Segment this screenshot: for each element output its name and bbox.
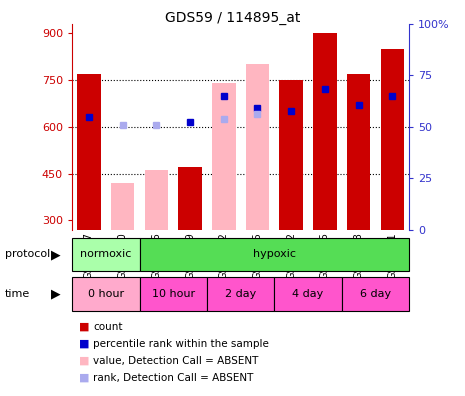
Bar: [77, 74, 101, 230]
Text: percentile rank within the sample: percentile rank within the sample: [93, 339, 269, 349]
Bar: [140, 277, 207, 311]
Bar: [274, 277, 342, 311]
Text: value, Detection Call = ABSENT: value, Detection Call = ABSENT: [93, 356, 259, 366]
Bar: [178, 167, 202, 230]
Bar: [279, 80, 303, 230]
Text: hypoxic: hypoxic: [253, 249, 296, 259]
Text: GDS59 / 114895_at: GDS59 / 114895_at: [165, 11, 300, 25]
Text: rank, Detection Call = ABSENT: rank, Detection Call = ABSENT: [93, 373, 253, 383]
Text: ▶: ▶: [51, 248, 60, 261]
Bar: [140, 238, 409, 271]
Text: protocol: protocol: [5, 249, 50, 259]
Text: normoxic: normoxic: [80, 249, 132, 259]
Bar: [111, 183, 134, 230]
Bar: [380, 49, 404, 230]
Bar: [246, 64, 269, 230]
Text: ▶: ▶: [51, 287, 60, 301]
Bar: [72, 277, 140, 311]
Text: 4 day: 4 day: [292, 289, 324, 299]
Text: ■: ■: [79, 322, 90, 332]
Text: 6 day: 6 day: [360, 289, 391, 299]
Text: time: time: [5, 289, 30, 299]
Text: ■: ■: [79, 356, 90, 366]
Text: count: count: [93, 322, 122, 332]
Bar: [72, 238, 140, 271]
Bar: [207, 277, 274, 311]
Text: ■: ■: [79, 339, 90, 349]
Bar: [145, 170, 168, 230]
Bar: [342, 277, 409, 311]
Text: 2 day: 2 day: [225, 289, 256, 299]
Bar: [347, 74, 371, 230]
Text: 10 hour: 10 hour: [152, 289, 195, 299]
Bar: [313, 33, 337, 230]
Bar: [212, 83, 236, 230]
Text: ■: ■: [79, 373, 90, 383]
Text: 0 hour: 0 hour: [88, 289, 124, 299]
